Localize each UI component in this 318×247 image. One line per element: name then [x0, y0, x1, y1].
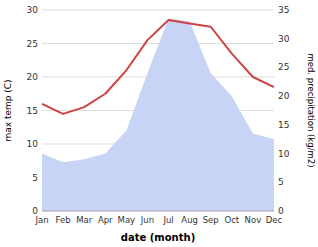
area: [42, 19, 274, 211]
x-tick-label: Apr: [98, 215, 113, 225]
x-tick-label: Mar: [76, 215, 93, 225]
y2-tick-label: 30: [278, 34, 290, 44]
x-axis-label: date (month): [121, 232, 195, 243]
x-tick-label: Aug: [181, 215, 198, 225]
grid-line: [42, 211, 274, 212]
y2-tick-label: 15: [278, 120, 289, 130]
y-tick-label: 10: [27, 139, 39, 149]
y2-tick-label: 20: [278, 91, 290, 101]
x-tick-label: Oct: [224, 215, 239, 225]
chart: JanFebMarAprMayJunJulAugSepOctNovDec0510…: [0, 0, 318, 247]
x-tick-label: Nov: [245, 215, 262, 225]
y-tick-label: 0: [32, 206, 38, 216]
plot-area: [42, 19, 274, 211]
grid-line: [42, 10, 274, 11]
y2-tick-label: 25: [278, 62, 289, 72]
y2-axis-label: med. precipitation (kg/m2): [306, 53, 316, 167]
x-tick-label: Feb: [56, 215, 71, 225]
x-tick-label: Jul: [162, 215, 173, 225]
x-tick-label: Sep: [203, 215, 219, 225]
grid-line: [42, 43, 274, 44]
line: [42, 20, 274, 114]
y-tick-label: 15: [27, 106, 38, 116]
y2-tick-label: 35: [278, 5, 289, 15]
x-tick-label: Jun: [140, 215, 154, 225]
x-tick-label: May: [118, 215, 136, 225]
y2-tick-label: 10: [278, 149, 290, 159]
y-tick-label: 30: [27, 5, 39, 15]
grid: [42, 10, 274, 211]
y2-tick-label: 0: [278, 206, 284, 216]
y-tick-label: 25: [27, 39, 38, 49]
y-tick-label: 20: [27, 72, 39, 82]
y-axis-label: max temp (C): [3, 79, 13, 141]
y-tick-label: 5: [32, 173, 38, 183]
x-axis-line: [42, 211, 274, 212]
y2-tick-label: 5: [278, 177, 284, 187]
x-tick-label: Jan: [34, 215, 48, 225]
x-tick-label: Dec: [266, 215, 283, 225]
